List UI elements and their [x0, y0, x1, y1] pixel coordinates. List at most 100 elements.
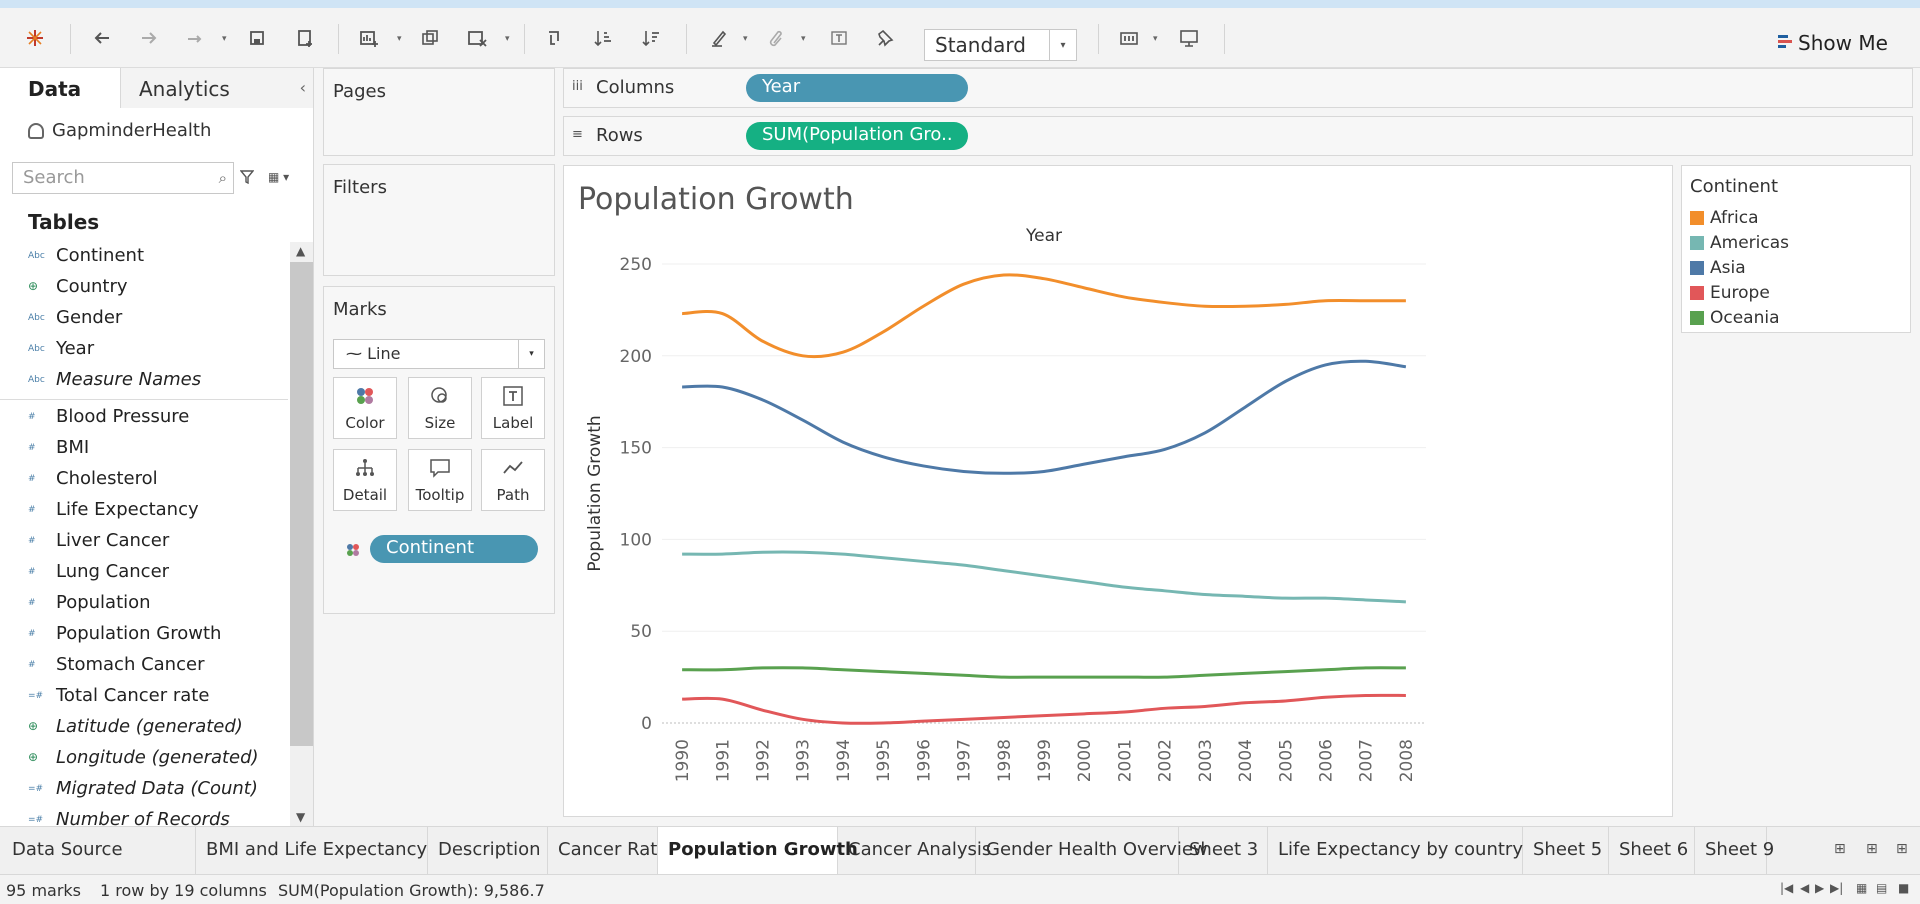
tab-analytics[interactable]: Analytics ‹ [120, 68, 313, 108]
highlight-icon[interactable] [702, 8, 736, 68]
mark-type-select[interactable]: ⁓ Line ▾ [333, 339, 545, 369]
new-datasource-icon[interactable] [288, 8, 322, 68]
field-item[interactable]: # Blood Pressure [0, 403, 288, 434]
sheet-tab[interactable]: Life Expectancy by country [1268, 827, 1523, 875]
filters-card[interactable]: Filters [323, 164, 555, 276]
columns-shelf[interactable]: iii Columns Year [563, 68, 1913, 108]
field-item[interactable]: # Stomach Cancer [0, 651, 288, 682]
field-item[interactable]: Abc Gender [0, 304, 288, 335]
sort-ascending-icon[interactable] [586, 8, 620, 68]
view-options-icon[interactable]: ▦ ▾ [268, 170, 290, 184]
scroll-up-icon[interactable]: ▲ [296, 244, 306, 258]
first-sheet-icon[interactable]: |◀ [1780, 881, 1794, 895]
scroll-thumb[interactable] [290, 262, 313, 746]
sheet-tab[interactable]: Sheet 5 [1523, 827, 1609, 875]
series-line-africa[interactable] [682, 273, 1406, 359]
group-members-icon[interactable] [760, 8, 794, 68]
tooltip-button[interactable]: Tooltip [408, 449, 472, 511]
field-item[interactable]: Abc Measure Names [0, 366, 288, 397]
field-list-scrollbar[interactable]: ▲ ▼ [290, 242, 313, 826]
series-line-europe[interactable] [682, 693, 1406, 725]
legend-item[interactable]: Americas [1690, 233, 1789, 253]
field-item[interactable]: # Population [0, 589, 288, 620]
chevron-down-icon[interactable]: ▾ [1049, 30, 1076, 60]
field-item[interactable]: # Life Expectancy [0, 496, 288, 527]
legend-item[interactable]: Oceania [1690, 308, 1780, 328]
field-item[interactable]: ⊕ Country [0, 273, 288, 304]
new-worksheet-icon[interactable] [352, 8, 386, 68]
prev-sheet-icon[interactable]: ◀ [1800, 881, 1810, 895]
sheet-tab[interactable]: Sheet 9 [1695, 827, 1774, 875]
field-item[interactable]: =# Number of Records [0, 806, 288, 826]
field-item[interactable]: Abc Year [0, 335, 288, 366]
sheet-tab[interactable]: Gender Health Overview [976, 827, 1208, 875]
field-item[interactable]: # BMI [0, 434, 288, 465]
field-item[interactable]: =# Migrated Data (Count) [0, 775, 288, 806]
pages-card[interactable]: Pages [323, 68, 555, 156]
sheet-tab[interactable]: Population Growth [658, 827, 858, 875]
sheet-tab[interactable]: Sheet 6 [1609, 827, 1695, 875]
field-item[interactable]: =# Total Cancer rate [0, 682, 288, 713]
new-worksheet-tab-icon[interactable]: ⊞ [1834, 841, 1846, 857]
sheet-tab[interactable]: Sheet 3 [1179, 827, 1268, 875]
fit-select[interactable]: Standard ▾ [924, 29, 1077, 61]
detail-button[interactable]: Detail [333, 449, 397, 511]
label-button[interactable]: Label [481, 377, 545, 439]
sheet-tab[interactable]: Description [428, 827, 548, 875]
filmstrip-icon[interactable]: ▤ [1876, 881, 1888, 895]
sort-descending-icon[interactable] [634, 8, 668, 68]
color-button[interactable]: Color [333, 377, 397, 439]
search-input[interactable]: Search ⌕ [12, 162, 234, 194]
field-item[interactable]: ⊕ Longitude (generated) [0, 744, 288, 775]
replay-dropdown-icon[interactable]: ▾ [222, 34, 227, 44]
scroll-down-icon[interactable]: ▼ [296, 810, 306, 824]
datasource-item[interactable]: GapminderHealth [28, 120, 211, 141]
series-line-asia[interactable] [682, 359, 1407, 475]
field-item[interactable]: # Liver Cancer [0, 527, 288, 558]
line-chart[interactable]: Year Population Growth 0 50 100 150 200 250 1990… [564, 166, 1672, 816]
new-dashboard-tab-icon[interactable]: ⊞ [1866, 841, 1878, 857]
chevron-down-icon[interactable]: ▾ [518, 340, 544, 368]
clear-sheet-dropdown-icon[interactable]: ▾ [505, 34, 510, 44]
sheet-tab[interactable]: Data Source [0, 827, 196, 875]
show-me-button[interactable]: Show Me [1778, 31, 1888, 55]
highlight-dropdown-icon[interactable]: ▾ [743, 34, 748, 44]
tabs-view-icon[interactable]: ■ [1898, 881, 1910, 895]
sheet-sorter-icon[interactable]: ▦ [1856, 881, 1868, 895]
legend-item[interactable]: Africa [1690, 208, 1759, 228]
field-item[interactable]: # Cholesterol [0, 465, 288, 496]
field-item[interactable]: # Lung Cancer [0, 558, 288, 589]
presentation-mode-icon[interactable] [1172, 8, 1206, 68]
group-dropdown-icon[interactable]: ▾ [801, 34, 806, 44]
field-item[interactable]: ⊕ Latitude (generated) [0, 713, 288, 744]
show-cards-icon[interactable] [1112, 8, 1146, 68]
collapse-pane-icon[interactable]: ‹ [299, 78, 306, 97]
continent-legend[interactable]: Continent Africa Americas Asia Europe Oceani… [1681, 165, 1911, 333]
worksheet-view[interactable]: Population Growth Year Population Growth 0… [563, 165, 1673, 817]
last-sheet-icon[interactable]: ▶| [1830, 881, 1844, 895]
year-column-pill[interactable]: Year [746, 74, 968, 102]
series-line-oceania[interactable] [682, 666, 1406, 679]
legend-item[interactable]: Europe [1690, 283, 1770, 303]
next-sheet-icon[interactable]: ▶ [1815, 881, 1825, 895]
undo-icon[interactable] [85, 8, 119, 68]
tab-data[interactable]: Data [0, 68, 120, 108]
field-item[interactable]: Abc Continent [0, 242, 288, 273]
pin-axes-icon[interactable] [868, 8, 902, 68]
save-icon[interactable] [240, 8, 274, 68]
sheet-tab[interactable]: Cancer Rate [548, 827, 668, 875]
tableau-logo-icon[interactable] [18, 8, 52, 68]
sheet-tab[interactable]: BMI and Life Expectancy [196, 827, 428, 875]
field-item[interactable]: # Population Growth [0, 620, 288, 651]
duplicate-sheet-icon[interactable] [413, 8, 447, 68]
show-mark-labels-icon[interactable] [822, 8, 856, 68]
path-button[interactable]: Path [481, 449, 545, 511]
show-cards-dropdown-icon[interactable]: ▾ [1153, 34, 1158, 44]
series-line-americas[interactable] [682, 550, 1406, 604]
population-growth-row-pill[interactable]: SUM(Population Gro.. [746, 122, 968, 150]
swap-rows-columns-icon[interactable] [538, 8, 572, 68]
continent-color-pill[interactable]: Continent [370, 535, 538, 563]
new-story-tab-icon[interactable]: ⊞ [1896, 841, 1908, 857]
clear-sheet-icon[interactable] [460, 8, 494, 68]
filter-icon[interactable] [240, 170, 254, 184]
